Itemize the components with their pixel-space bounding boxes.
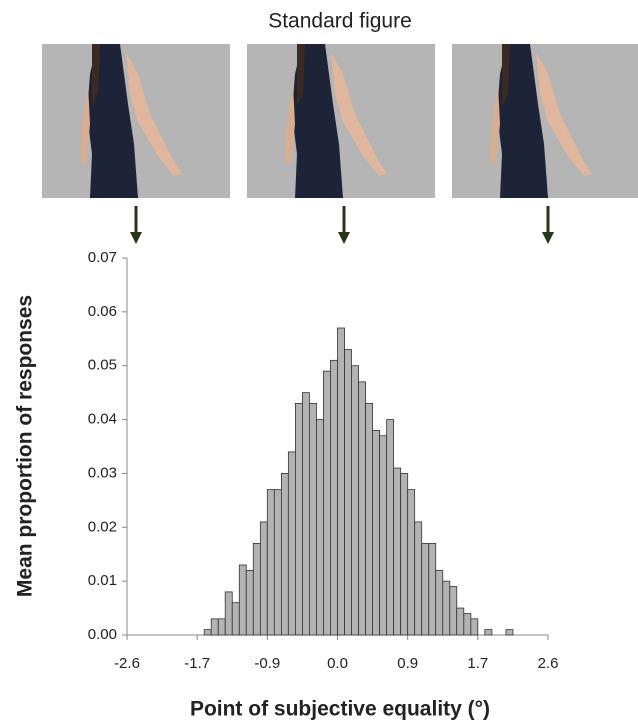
bar (246, 570, 253, 635)
bar (401, 473, 408, 635)
bar (387, 420, 394, 635)
figure-photo (247, 44, 435, 198)
bar (295, 403, 302, 635)
x-axis-label: Point of subjective equality (°) (190, 698, 490, 721)
bar (330, 360, 337, 635)
y-tick-label: 0.03 (88, 464, 117, 481)
x-tick-label: 1.7 (467, 655, 488, 672)
bar (366, 403, 373, 635)
bar (345, 350, 352, 635)
bar (436, 570, 443, 635)
y-tick-label: 0.05 (88, 357, 117, 374)
y-tick-label: 0.00 (88, 626, 117, 643)
bar (218, 619, 225, 635)
bar (239, 565, 246, 635)
bar (338, 328, 345, 635)
bar (323, 371, 330, 635)
x-tick-label: 0.0 (327, 655, 348, 672)
x-tick-label: -0.9 (254, 655, 280, 672)
y-tick-label: 0.07 (88, 249, 117, 266)
bar (253, 543, 260, 635)
bar (443, 581, 450, 635)
figure-photo (42, 44, 230, 198)
bar (506, 630, 513, 635)
bar (485, 630, 492, 635)
bar (260, 522, 267, 635)
x-tick-label: 0.9 (397, 655, 418, 672)
y-tick-label: 0.04 (88, 411, 117, 428)
bar (457, 608, 464, 635)
bar (302, 393, 309, 635)
bar (373, 430, 380, 635)
bar (422, 543, 429, 635)
bar (225, 592, 232, 635)
bar (380, 436, 387, 635)
bar (408, 490, 415, 635)
bar (359, 382, 366, 635)
bar (288, 452, 295, 635)
bar (281, 473, 288, 635)
x-tick-label: -2.6 (114, 655, 140, 672)
bar (274, 490, 281, 635)
x-tick-label: -1.7 (184, 655, 210, 672)
bar (471, 619, 478, 635)
y-tick-label: 0.01 (88, 572, 117, 589)
page: Standard figure Mean proportion of respo… (0, 0, 638, 727)
y-tick-label: 0.02 (88, 518, 117, 535)
bar (309, 403, 316, 635)
y-tick-label: 0.06 (88, 303, 117, 320)
bar (415, 522, 422, 635)
bar (267, 490, 274, 635)
bar (429, 543, 436, 635)
bar (211, 619, 218, 635)
y-axis-label: Mean proportion of responses (14, 295, 37, 597)
x-tick-label: 2.6 (538, 655, 559, 672)
bar (316, 420, 323, 635)
bar (232, 603, 239, 635)
bar (204, 630, 211, 635)
chart: Standard figure Mean proportion of respo… (0, 0, 638, 727)
figure-title: Standard figure (268, 10, 412, 33)
bar (352, 366, 359, 635)
bar (464, 613, 471, 635)
bar (450, 587, 457, 635)
figure-photo (452, 44, 638, 198)
bar (394, 468, 401, 635)
